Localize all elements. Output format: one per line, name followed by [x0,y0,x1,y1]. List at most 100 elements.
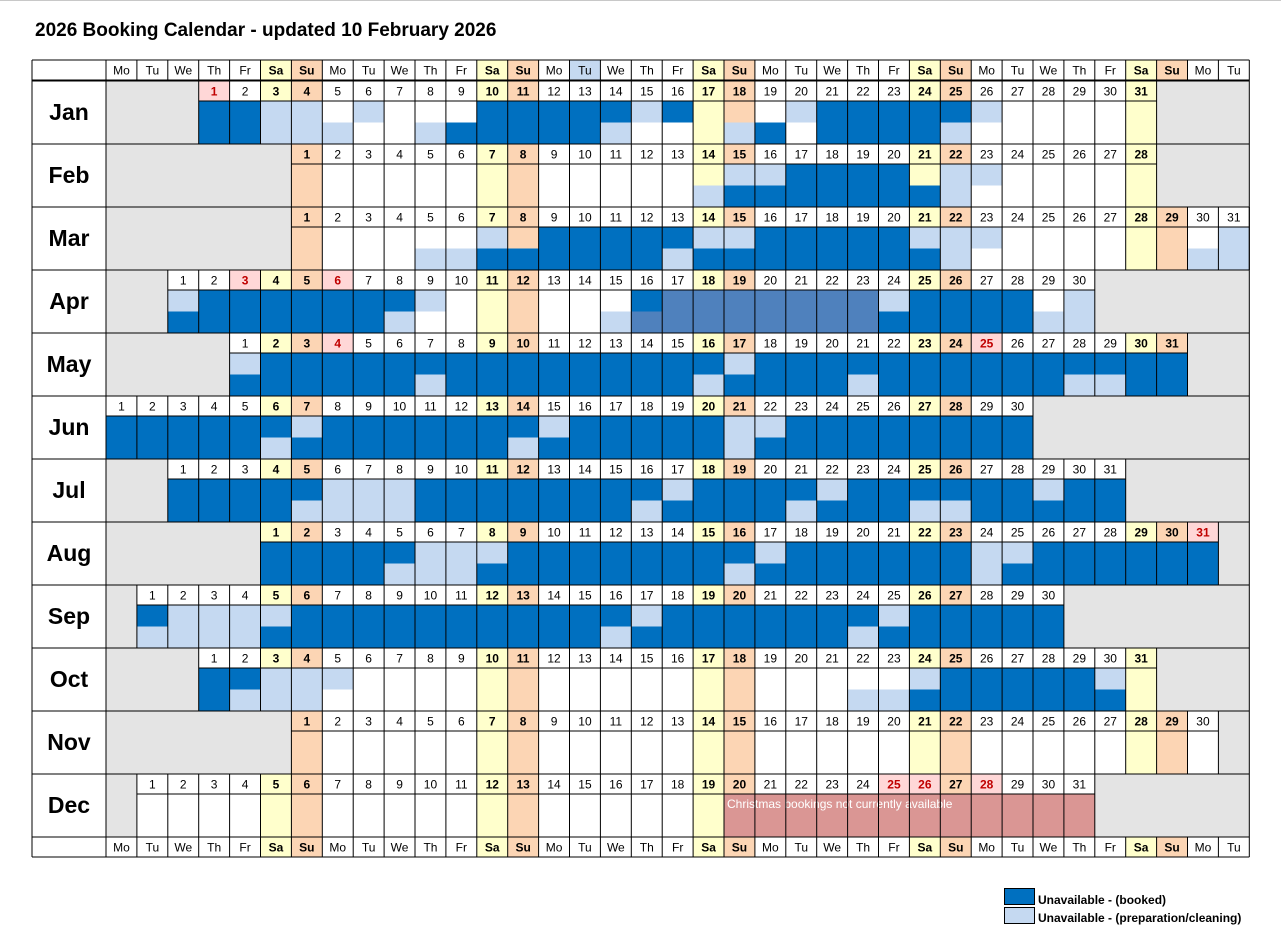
day-number: 3 [365,211,372,225]
day-number: 2 [334,715,341,729]
christmas-notice-text: Christmas bookings not currently availab… [727,797,953,811]
day-number: 20 [887,148,901,162]
month-label: Aug [47,540,92,566]
day-number: 7 [489,715,496,729]
day-number: 10 [486,85,500,99]
day-number: 6 [304,778,311,792]
day-number: 25 [1011,526,1025,540]
day-number: 12 [516,463,530,477]
day-number: 11 [486,463,499,477]
empty-cells [106,774,137,837]
day-number: 23 [980,211,994,225]
day-number: 25 [856,400,870,414]
booked-block [136,605,168,627]
day-number: 9 [458,85,465,99]
day-number: 13 [640,526,654,540]
day-number: 10 [424,589,438,603]
day-number: 15 [702,526,716,540]
day-number: 9 [520,526,527,540]
day-number: 23 [825,589,839,603]
weekday-header-bg [909,837,941,857]
day-number: 17 [640,778,654,792]
weekday-header-top: Su [299,64,314,78]
weekday-header-bottom: We [607,841,625,855]
day-number: 6 [304,589,311,603]
day-number: 28 [1011,463,1025,477]
day-number: 11 [517,652,530,666]
day-number: 30 [1073,274,1087,288]
day-number: 3 [365,148,372,162]
weekday-header-bottom: Su [948,841,963,855]
cleaning-block [1033,479,1064,501]
day-number: 18 [702,463,716,477]
day-number: 3 [273,85,280,99]
day-number: 26 [1011,337,1025,351]
day-number: 22 [887,337,901,351]
weekday-header-bottom: We [1040,841,1058,855]
day-number: 15 [609,463,623,477]
day-number: 14 [547,778,561,792]
day-number: 8 [396,274,403,288]
weekday-header-top: Tu [362,64,376,78]
cleaning-block [1063,290,1095,312]
day-number: 1 [149,778,156,792]
day-number: 9 [365,400,372,414]
day-number: 1 [304,148,311,162]
day-number: 21 [918,211,932,225]
weekday-header-bottom: Su [299,841,314,855]
saturday-cell [1125,648,1157,711]
cleaning-block [847,626,879,648]
holiday-cell [878,774,910,794]
day-number: 19 [702,778,716,792]
cleaning-block [1218,227,1250,249]
booked-block [291,605,632,627]
day-number: 3 [211,778,218,792]
day-number: 15 [578,589,592,603]
booked-block [878,311,1033,333]
weekday-header-bottom: Su [515,841,530,855]
day-number: 9 [427,274,434,288]
weekday-header-top: Tu [578,64,592,78]
day-number: 22 [795,589,809,603]
day-number: 27 [1073,526,1087,540]
day-number: 28 [1011,274,1025,288]
month-label: Sep [48,603,90,629]
day-number: 15 [547,400,561,414]
day-number: 26 [980,85,994,99]
day-number: 30 [1104,85,1118,99]
weekday-header-top: Tu [1227,64,1241,78]
booked-block [322,416,539,438]
empty-cells [1094,270,1250,333]
day-number: 27 [1104,211,1118,225]
weekday-header-bottom: Sa [918,841,933,855]
day-number: 31 [1165,337,1179,351]
sunday-cell [507,270,539,333]
day-number: 6 [273,400,280,414]
weekday-header-bottom: Mo [1195,841,1212,855]
day-number: 6 [365,85,372,99]
empty-cells [1218,522,1250,585]
booked-block [909,248,941,270]
day-number: 22 [949,211,963,225]
weekday-header-top: Sa [701,64,716,78]
day-number: 21 [733,400,747,414]
day-number: 24 [1011,148,1025,162]
weekday-header-bg [1125,60,1157,80]
weekday-header-bottom: Fr [239,841,250,855]
empty-cells [106,459,168,522]
weekday-header-top: Fr [888,64,899,78]
day-number: 24 [918,85,932,99]
cleaning-block [600,122,632,144]
cleaning-block [724,227,755,249]
day-number: 7 [365,463,372,477]
day-number: 30 [1165,526,1179,540]
day-number: 20 [702,400,716,414]
day-number: 29 [1011,589,1025,603]
cleaning-block [693,227,724,249]
day-number: 9 [551,148,558,162]
day-number: 8 [427,652,434,666]
legend-swatch-booked [1004,888,1035,905]
weekday-header-bottom: Mo [978,841,995,855]
empty-cells [106,585,137,648]
day-number: 22 [856,652,870,666]
